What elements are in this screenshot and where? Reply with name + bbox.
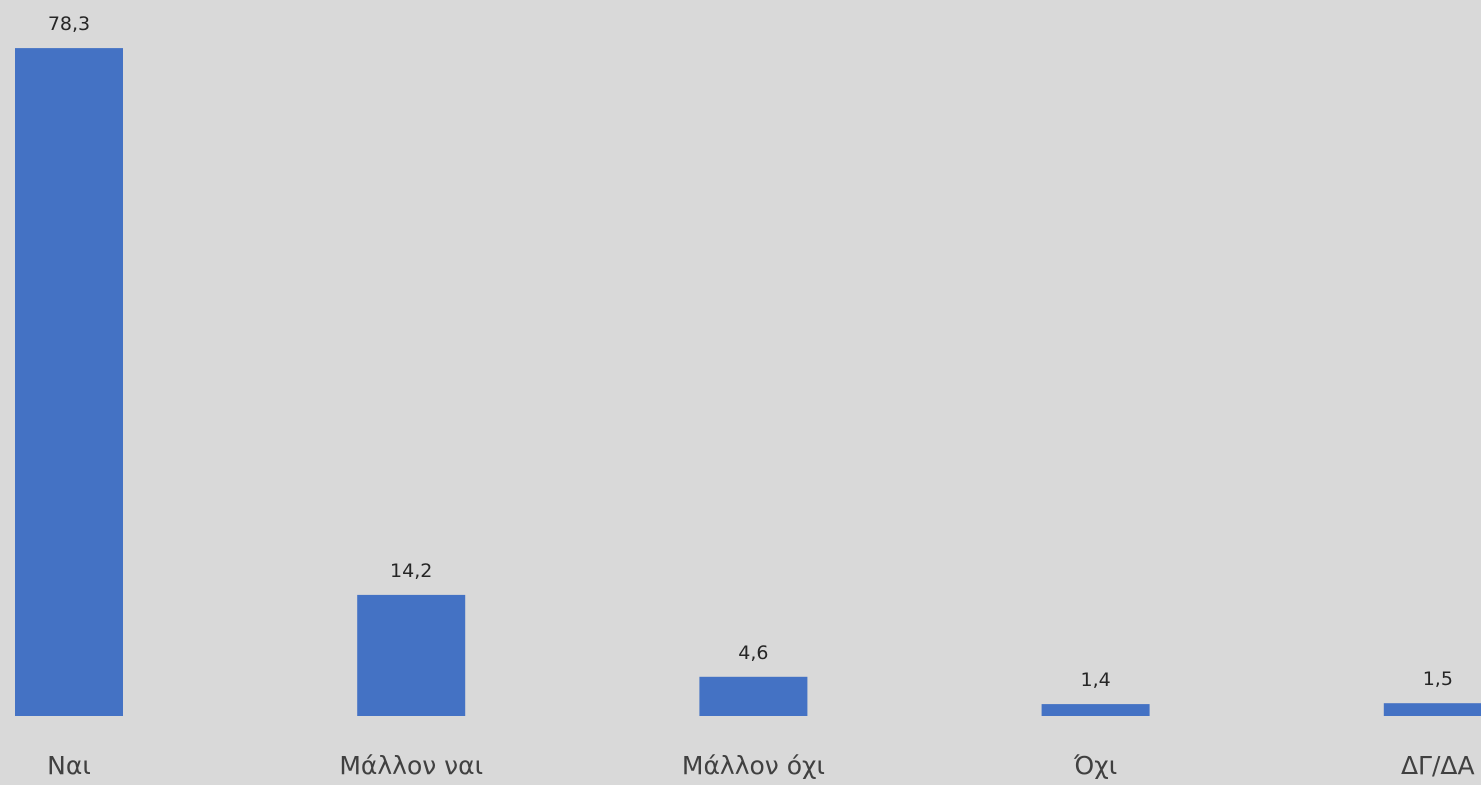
category-label: ΔΓ/ΔΑ [1401,751,1475,780]
bar [1041,704,1150,716]
data-label: 14,2 [390,560,432,582]
category-label: Όχι [1073,751,1117,780]
bar [699,676,808,716]
category-label: Μάλλον όχι [682,751,825,780]
bar [357,594,466,716]
value-labels-layer: 78,3 14,2 4,6 1,4 1,5 [48,13,1453,691]
bar [15,48,123,717]
category-labels-layer: Ναι Μάλλον ναι Μάλλον όχι Όχι ΔΓ/ΔΑ [47,751,1474,780]
category-label: Ναι [47,751,91,780]
data-label: 4,6 [738,642,768,664]
data-label: 1,4 [1080,669,1110,691]
data-label: 78,3 [48,13,90,35]
data-label: 1,5 [1423,668,1453,690]
bars-layer [15,48,1481,717]
bar [1383,703,1481,716]
category-label: Μάλλον ναι [339,751,483,780]
